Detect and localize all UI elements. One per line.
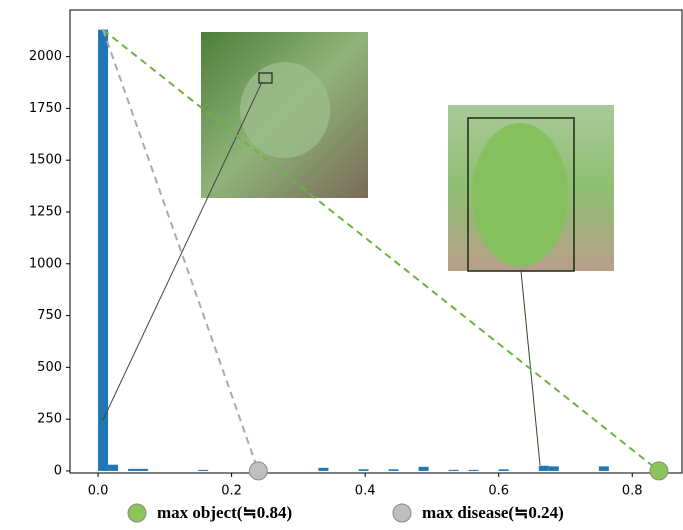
y-tick-label: 250 bbox=[37, 412, 62, 427]
legend-marker bbox=[393, 504, 411, 522]
bar bbox=[198, 470, 208, 471]
bar bbox=[389, 469, 399, 471]
x-tick-label: 0.8 bbox=[622, 484, 643, 499]
y-tick-label: 2000 bbox=[29, 49, 62, 64]
bar bbox=[98, 30, 108, 471]
legend-label: max object(≒0.84) bbox=[157, 503, 292, 522]
chart: 0 250 500 750 1000 1250 1500 1750 2000 0.0 0.2 0.4 0… bbox=[0, 0, 683, 526]
bar bbox=[469, 470, 479, 471]
x-tick-label: 0.0 bbox=[88, 484, 109, 499]
marker bbox=[249, 462, 267, 480]
x-tick-label: 0.4 bbox=[355, 484, 376, 499]
leaf-shape bbox=[472, 123, 568, 267]
bar bbox=[138, 469, 148, 471]
leaf-shape bbox=[240, 62, 330, 158]
legend-marker bbox=[128, 504, 146, 522]
x-tick-label: 0.2 bbox=[221, 484, 242, 499]
x-tick-label: 0.6 bbox=[488, 484, 509, 499]
bar bbox=[539, 466, 549, 471]
bar bbox=[549, 466, 559, 471]
y-tick-label: 750 bbox=[37, 308, 62, 323]
y-tick-label: 1000 bbox=[29, 256, 62, 271]
bar bbox=[358, 469, 368, 471]
y-tick-label: 0 bbox=[54, 463, 62, 478]
bar bbox=[128, 469, 138, 471]
bar bbox=[499, 469, 509, 471]
bar bbox=[419, 467, 429, 471]
bar bbox=[599, 466, 609, 471]
page: {"chart_data": {"type": "histogram", "bi… bbox=[0, 0, 683, 526]
y-tick-label: 1250 bbox=[29, 204, 62, 219]
bar bbox=[318, 468, 328, 471]
bar bbox=[108, 465, 118, 471]
y-tick-label: 1500 bbox=[29, 153, 62, 168]
legend-label: max disease(≒0.24) bbox=[422, 503, 564, 522]
marker bbox=[650, 462, 668, 480]
y-tick-label: 500 bbox=[37, 360, 62, 375]
connector bbox=[103, 82, 262, 420]
bar bbox=[449, 470, 459, 471]
y-tick-label: 1750 bbox=[29, 101, 62, 116]
